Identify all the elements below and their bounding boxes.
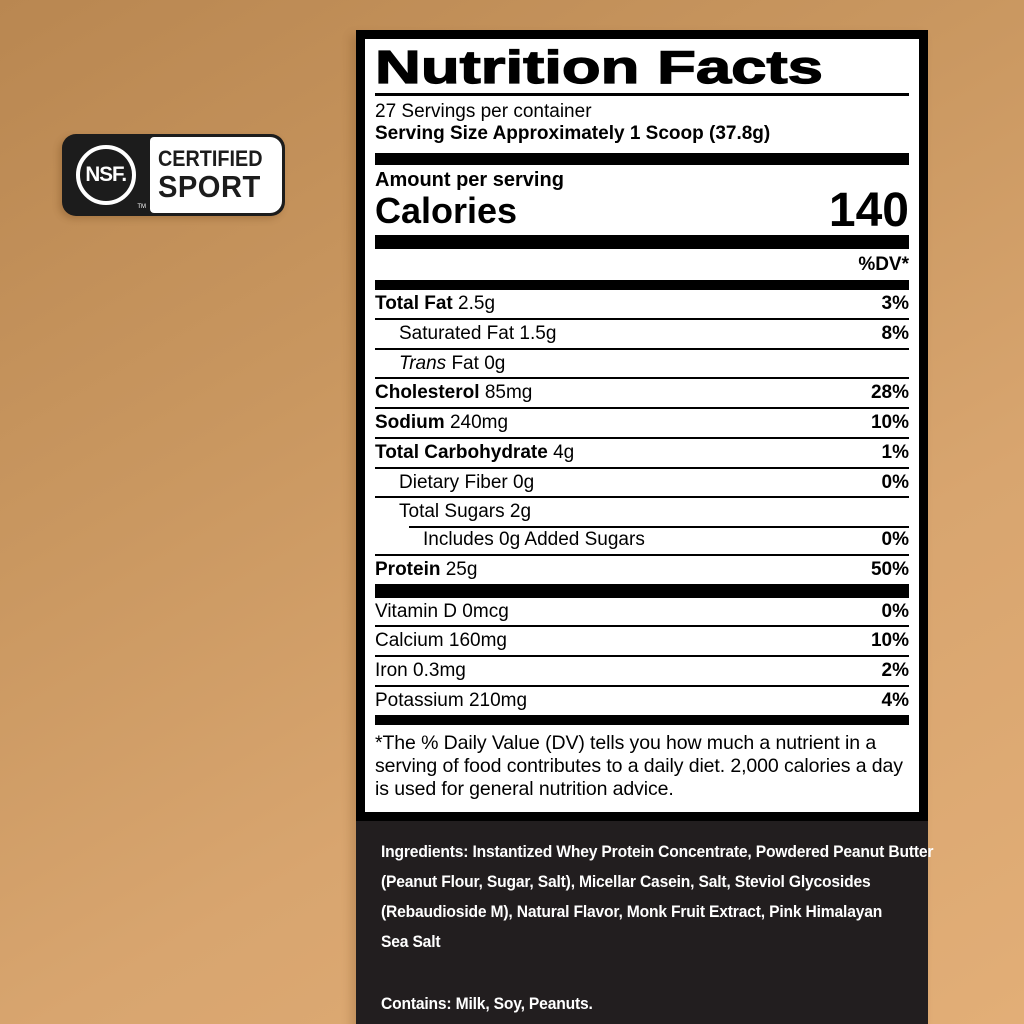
nsf-badge-text: CERTIFIED SPORT <box>150 137 282 213</box>
section-divider-bar <box>375 714 909 725</box>
nutrition-label: Nutrition Facts 27 Servings per containe… <box>356 30 934 1024</box>
nutrient-row-saturated-fat: Saturated Fat 1.5g 8% <box>375 317 909 348</box>
nutrient-row-iron: Iron 0.3mg 2% <box>375 655 909 685</box>
daily-value-footnote: *The % Daily Value (DV) tells you how mu… <box>375 731 903 800</box>
section-divider-bar <box>375 152 909 165</box>
contains-label: Contains: <box>381 993 452 1013</box>
nutrition-facts-panel: Nutrition Facts 27 Servings per containe… <box>356 30 928 821</box>
daily-value-header: %DV* <box>858 254 909 276</box>
nsf-certified-sport-badge: NSF. TM CERTIFIED SPORT <box>62 134 285 216</box>
nsf-circle-icon: NSF. <box>76 145 136 205</box>
nutrient-row-cholesterol: Cholesterol 85mg 28% <box>375 377 909 407</box>
nutrient-row-total-sugars: Total Sugars 2g <box>375 496 909 526</box>
trademark-symbol: TM <box>137 204 146 210</box>
section-divider-bar <box>375 280 909 291</box>
nutrient-row-protein: Protein 25g 50% <box>375 553 909 584</box>
nutrient-row-calcium: Calcium 160mg 10% <box>375 625 909 655</box>
nsf-logo: NSF. TM <box>62 134 150 216</box>
serving-size: Serving Size Approximately 1 Scoop (37.8… <box>375 123 771 145</box>
calories-value: 140 <box>828 183 909 237</box>
ingredients-panel: Ingredients: Instantized Whey Protein Co… <box>356 820 934 1024</box>
sport-label: SPORT <box>158 168 261 204</box>
nutrient-row-total-carbohydrate: Total Carbohydrate 4g 1% <box>375 436 909 467</box>
section-divider-bar <box>375 235 909 250</box>
ingredients-line-3: (Rebaudioside M), Natural Flavor, Monk F… <box>381 901 883 921</box>
ingredients-line-2: (Peanut Flour, Sugar, Salt), Micellar Ca… <box>381 871 871 891</box>
ingredients-line-4: Sea Salt <box>381 931 441 951</box>
section-divider-bar <box>375 583 909 598</box>
calories-section: Amount per serving Calories 140 <box>375 165 909 235</box>
ingredients-line-1: Ingredients: Instantized Whey Protein Co… <box>381 841 934 861</box>
nsf-logo-text: NSF. <box>85 163 128 186</box>
nutrient-row-sodium: Sodium 240mg 10% <box>375 407 909 437</box>
nutrient-row-vitamin-d: Vitamin D 0mcg 0% <box>375 600 909 622</box>
title-divider <box>375 92 909 96</box>
nutrient-row-total-fat: Total Fat 2.5g 3% <box>375 293 909 315</box>
servings-per-container: 27 Servings per container <box>375 100 592 122</box>
certified-label: CERTIFIED <box>158 145 263 171</box>
amount-per-serving-label: Amount per serving <box>375 168 564 191</box>
nutrient-row-trans-fat: Trans Fat 0g <box>375 347 909 378</box>
calories-label: Calories <box>375 190 518 232</box>
nutrition-facts-title: Nutrition Facts <box>374 41 824 93</box>
nutrient-row-dietary-fiber: Dietary Fiber 0g 0% <box>375 466 909 497</box>
nutrient-row-potassium: Potassium 210mg 4% <box>375 684 909 715</box>
contains-statement: Contains: Milk, Soy, Peanuts. <box>381 993 593 1013</box>
ingredients-label: Ingredients: <box>381 841 469 861</box>
nutrient-row-added-sugars: Includes 0g Added Sugars 0% <box>375 526 909 554</box>
